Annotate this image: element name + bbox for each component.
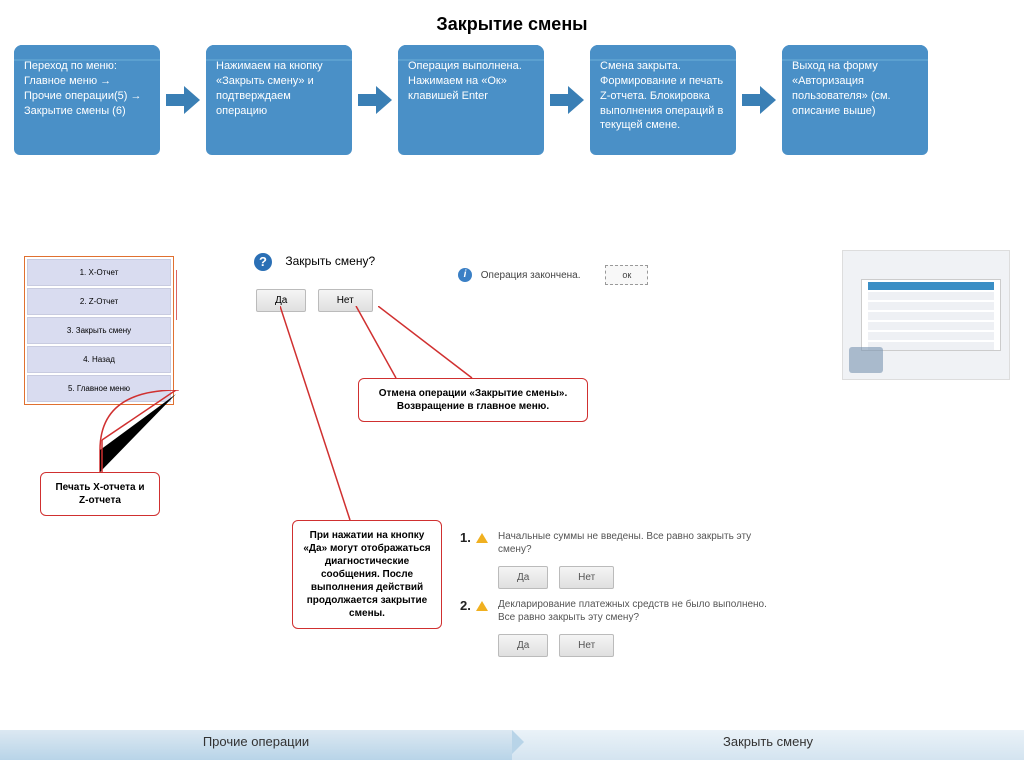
menu-item[interactable]: 2. Z-Отчет [27, 288, 171, 315]
yes-button[interactable]: Да [498, 566, 548, 589]
warning-icon [476, 533, 488, 543]
menu-item[interactable]: 4. Назад [27, 346, 171, 373]
footer-breadcrumb: Прочие операции Закрыть смену [0, 730, 1024, 760]
warning-text: Декларирование платежных средств не было… [498, 598, 778, 624]
ok-button[interactable]: ок [605, 265, 648, 285]
footer-right[interactable]: Закрыть смену [512, 730, 1024, 760]
connector-line [348, 306, 428, 382]
no-button[interactable]: Нет [318, 289, 373, 312]
no-button[interactable]: Нет [559, 566, 614, 589]
confirm-dialog: ? Закрыть смену? Да Нет [254, 253, 381, 312]
info-icon: i [458, 268, 472, 282]
menu-item[interactable]: 5. Главное меню [27, 375, 171, 402]
done-dialog: i Операция закончена. ок [458, 253, 648, 285]
warning-number: 1. [460, 530, 471, 545]
dialog-question: Закрыть смену? [285, 254, 375, 268]
callout-cancel: Отмена операции «Закрытие смены». Возвра… [358, 378, 588, 422]
step-4: Смена закрыта. Формирование и печать Z-о… [590, 45, 736, 155]
page-title: Закрытие смены [0, 0, 1024, 45]
warning-number: 2. [460, 598, 471, 613]
step-5: Выход на форму «Авторизация пользователя… [782, 45, 928, 155]
callout-reports: Печать X-отчета и Z-отчета [40, 472, 160, 516]
step-1: Переход по меню: Главное меню → Прочие о… [14, 45, 160, 155]
arrow-icon [358, 45, 392, 155]
warning-icon [476, 601, 488, 611]
warning-text: Начальные суммы не введены. Все равно за… [498, 530, 778, 556]
step-2: Нажимаем на кнопку «Закрыть смену» и под… [206, 45, 352, 155]
callout-yes-note: При нажатии на кнопку «Да» могут отображ… [292, 520, 442, 629]
warning-1: 1. Начальные суммы не введены. Все равно… [484, 530, 778, 589]
menu-item[interactable]: 1. X-Отчет [27, 259, 171, 286]
no-button[interactable]: Нет [559, 634, 614, 657]
connector-line [280, 306, 360, 522]
warning-2: 2. Декларирование платежных средств не б… [484, 598, 778, 657]
arrow-icon [550, 45, 584, 155]
question-icon: ? [254, 253, 272, 271]
footer-left[interactable]: Прочие операции [0, 730, 512, 760]
yes-button[interactable]: Да [256, 289, 306, 312]
menu-panel: 1. X-Отчет 2. Z-Отчет 3. Закрыть смену 4… [24, 256, 174, 405]
step-3: Операция выполнена. Нажимаем на «Ок» кла… [398, 45, 544, 155]
arrow-icon [742, 45, 776, 155]
screenshot-thumb [842, 250, 1010, 380]
menu-item[interactable]: 3. Закрыть смену [27, 317, 171, 344]
flow-row: Переход по меню: Главное меню → Прочие о… [0, 45, 1024, 155]
arrow-icon [166, 45, 200, 155]
connector-line [176, 260, 256, 334]
yes-button[interactable]: Да [498, 634, 548, 657]
dialog-done-text: Операция закончена. [481, 270, 581, 281]
connector-line [378, 306, 498, 382]
